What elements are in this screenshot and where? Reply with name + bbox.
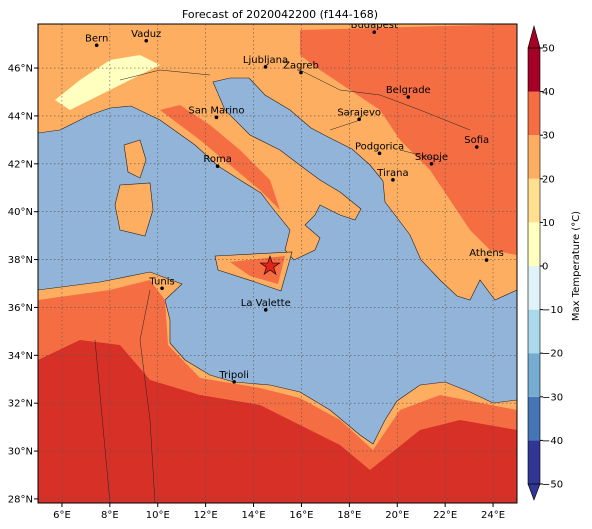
city-dot bbox=[214, 115, 219, 120]
colorbar-tick-label: −30 bbox=[542, 392, 563, 403]
city-dot bbox=[429, 161, 434, 166]
colorbar-band bbox=[528, 135, 540, 179]
city-dot bbox=[94, 43, 99, 48]
city-label: Ljubljana bbox=[243, 55, 288, 66]
hot-zone bbox=[300, 24, 517, 255]
city-label: San Marino bbox=[188, 105, 244, 116]
hot-zone bbox=[160, 105, 280, 210]
city-label: Sofia bbox=[464, 135, 489, 146]
colorbar-band bbox=[528, 353, 540, 397]
x-tick-label: 20°E bbox=[385, 510, 409, 521]
city-label: Podgorica bbox=[355, 141, 404, 152]
city-label: Vaduz bbox=[131, 29, 161, 40]
city-label: Zagreb bbox=[283, 61, 319, 72]
colorbar-tick-label: −10 bbox=[542, 305, 563, 316]
city-label: Sarajevo bbox=[337, 107, 381, 118]
colorbar-arrow bbox=[527, 483, 541, 501]
y-tick-label: 36°N bbox=[8, 303, 33, 314]
city-label: Athens bbox=[469, 248, 504, 259]
y-tick-label: 32°N bbox=[8, 399, 33, 410]
x-tick-label: 12°E bbox=[194, 510, 218, 521]
y-tick-label: 30°N bbox=[8, 447, 33, 458]
city-label: Budapest bbox=[351, 20, 398, 31]
sardinia bbox=[114, 182, 154, 237]
city-dot bbox=[263, 65, 268, 69]
y-tick-label: 28°N bbox=[8, 494, 33, 505]
colorbar-band bbox=[528, 440, 540, 484]
city-label: La Valette bbox=[241, 298, 291, 309]
y-tick-label: 40°N bbox=[8, 207, 33, 218]
city-dot bbox=[484, 258, 489, 262]
colorbar-tick-label: 0 bbox=[542, 262, 548, 273]
borders bbox=[94, 69, 471, 503]
city-dot bbox=[406, 95, 411, 99]
city-dot bbox=[357, 117, 361, 122]
city-label: Roma bbox=[203, 154, 232, 165]
colorbar-tick-label: 30 bbox=[542, 131, 555, 142]
x-tick-label: 22°E bbox=[433, 510, 457, 521]
x-tick-label: 14°E bbox=[242, 510, 266, 521]
city-dot bbox=[372, 30, 377, 34]
colorbar-tick-label: 10 bbox=[542, 218, 555, 229]
colorbar-band bbox=[528, 396, 540, 441]
colorbar-band bbox=[528, 222, 540, 266]
x-tick-label: 6°E bbox=[53, 510, 71, 521]
colorbar-band bbox=[528, 91, 540, 136]
colorbar-tick-label: −50 bbox=[542, 480, 563, 491]
corsica bbox=[123, 139, 147, 179]
colorbar-band bbox=[528, 48, 540, 92]
city-label: Belgrade bbox=[386, 85, 431, 96]
chart-title: Forecast of 2020042200 (f144-168) bbox=[182, 8, 378, 21]
city-dot bbox=[144, 38, 149, 43]
city-dot bbox=[215, 164, 220, 168]
map-frame bbox=[37, 23, 518, 504]
x-tick-label: 24°E bbox=[481, 510, 505, 521]
city-dot bbox=[232, 380, 236, 384]
colorbar-band bbox=[528, 266, 540, 310]
colorbar-band bbox=[528, 178, 540, 223]
colorbar-tick-label: 40 bbox=[542, 87, 555, 98]
city-label: Tunis bbox=[148, 276, 174, 287]
colorbar-tick-label: 20 bbox=[542, 174, 555, 185]
city-dot bbox=[391, 178, 395, 182]
x-tick-label: 10°E bbox=[146, 510, 170, 521]
city-label: Skopje bbox=[415, 152, 448, 163]
star-marker bbox=[259, 255, 281, 276]
city-label: Tripoli bbox=[218, 370, 249, 381]
x-tick-label: 8°E bbox=[101, 510, 119, 521]
colorbar-tick-label: −20 bbox=[542, 349, 563, 360]
city-dot bbox=[299, 70, 303, 75]
city-label: Bern bbox=[85, 33, 108, 44]
colorbar-band bbox=[528, 309, 540, 354]
y-tick-label: 38°N bbox=[8, 255, 33, 266]
city-label: Tirana bbox=[376, 168, 408, 179]
y-tick-label: 34°N bbox=[8, 351, 33, 362]
colorbar-tick-label: 50 bbox=[542, 44, 555, 55]
city-dot bbox=[377, 151, 382, 156]
colorbar-label: Max Temperature (°C) bbox=[571, 211, 582, 321]
y-tick-label: 42°N bbox=[8, 159, 33, 170]
city-dot bbox=[263, 308, 268, 312]
hottest-zone bbox=[38, 340, 517, 503]
x-tick-label: 16°E bbox=[289, 510, 313, 521]
colorbar-tick-label: −40 bbox=[542, 436, 563, 447]
x-tick-label: 18°E bbox=[337, 510, 361, 521]
y-tick-label: 46°N bbox=[8, 64, 33, 75]
city-dot bbox=[160, 286, 164, 291]
colorbar-arrow bbox=[527, 24, 541, 49]
cool-zone bbox=[55, 55, 160, 110]
city-dot bbox=[474, 145, 479, 149]
y-tick-label: 44°N bbox=[8, 111, 33, 122]
